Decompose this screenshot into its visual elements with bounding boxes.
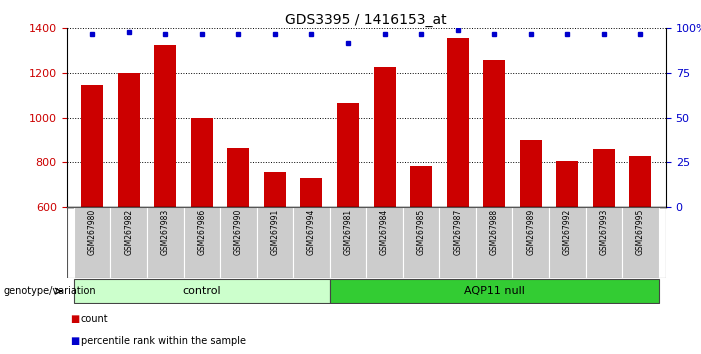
Bar xyxy=(220,207,257,278)
Text: GSM267982: GSM267982 xyxy=(124,209,133,255)
Text: GSM267988: GSM267988 xyxy=(490,209,498,255)
Bar xyxy=(512,207,549,278)
Text: GSM267992: GSM267992 xyxy=(563,209,572,255)
Bar xyxy=(585,207,622,278)
Text: GSM267990: GSM267990 xyxy=(234,209,243,255)
Text: ■: ■ xyxy=(70,314,79,324)
Bar xyxy=(483,59,505,207)
Bar xyxy=(74,207,111,278)
Text: GSM267980: GSM267980 xyxy=(88,209,97,255)
Bar xyxy=(329,279,659,303)
Title: GDS3395 / 1416153_at: GDS3395 / 1416153_at xyxy=(285,13,447,27)
Bar xyxy=(118,73,139,207)
Text: GSM267983: GSM267983 xyxy=(161,209,170,255)
Bar xyxy=(593,149,615,207)
Text: GSM267994: GSM267994 xyxy=(307,209,316,255)
Bar xyxy=(440,207,476,278)
Bar xyxy=(111,207,147,278)
Bar xyxy=(293,207,329,278)
Text: AQP11 null: AQP11 null xyxy=(464,286,524,296)
Bar xyxy=(301,178,322,207)
Text: count: count xyxy=(81,314,108,324)
Bar xyxy=(622,207,659,278)
Text: GSM267985: GSM267985 xyxy=(416,209,426,255)
Text: GSM267991: GSM267991 xyxy=(271,209,280,255)
Bar xyxy=(74,279,329,303)
Bar xyxy=(184,207,220,278)
Bar xyxy=(154,45,176,207)
Bar xyxy=(519,140,542,207)
Text: genotype/variation: genotype/variation xyxy=(4,286,96,296)
Text: percentile rank within the sample: percentile rank within the sample xyxy=(81,336,245,346)
Bar xyxy=(257,207,293,278)
Bar xyxy=(557,161,578,207)
Bar xyxy=(147,207,184,278)
Bar xyxy=(549,207,585,278)
Bar xyxy=(329,207,367,278)
Text: GSM267984: GSM267984 xyxy=(380,209,389,255)
Bar xyxy=(374,67,395,207)
Bar xyxy=(410,166,432,207)
Bar xyxy=(81,85,103,207)
Text: control: control xyxy=(182,286,221,296)
Bar xyxy=(227,148,250,207)
Text: GSM267987: GSM267987 xyxy=(453,209,462,255)
Bar xyxy=(366,207,403,278)
Bar xyxy=(403,207,440,278)
Bar xyxy=(191,118,213,207)
Bar xyxy=(476,207,512,278)
Text: GSM267989: GSM267989 xyxy=(526,209,536,255)
Bar xyxy=(447,38,468,207)
Text: GSM267993: GSM267993 xyxy=(599,209,608,255)
Bar xyxy=(337,103,359,207)
Text: ■: ■ xyxy=(70,336,79,346)
Text: GSM267981: GSM267981 xyxy=(343,209,353,255)
Bar xyxy=(629,156,651,207)
Bar xyxy=(264,172,286,207)
Text: GSM267986: GSM267986 xyxy=(197,209,206,255)
Text: GSM267995: GSM267995 xyxy=(636,209,645,255)
